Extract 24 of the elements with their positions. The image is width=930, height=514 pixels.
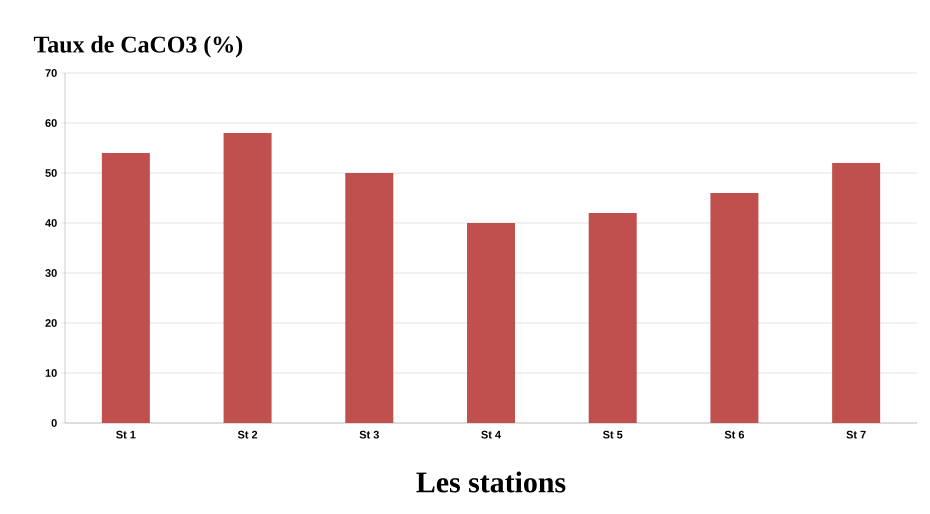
bar: [832, 163, 880, 423]
bar: [710, 193, 758, 423]
y-tick-label: 30: [45, 269, 57, 277]
y-tick-label: 10: [46, 369, 57, 377]
y-tick-label: 0: [52, 419, 57, 427]
x-axis-title: Les stations: [416, 471, 566, 493]
y-axis-title: Taux de CaCO3 (%): [34, 36, 242, 58]
x-tick-label: St 5: [602, 430, 622, 439]
y-tick-label: 70: [46, 69, 57, 77]
bar: [467, 223, 515, 423]
x-tick-label: St 7: [846, 430, 866, 439]
y-tick-label: 50: [45, 169, 57, 177]
bar: [102, 153, 150, 423]
y-tick-label: 40: [45, 219, 57, 227]
y-tick-label: 20: [45, 319, 57, 327]
x-tick-label: St 4: [481, 430, 501, 439]
y-tick-label: 60: [45, 119, 57, 127]
x-tick-label: St 6: [724, 430, 744, 439]
x-tick-label: St 2: [238, 430, 258, 439]
x-tick-label: St 3: [360, 430, 379, 439]
x-tick-label: St 1: [116, 430, 136, 439]
bar: [588, 213, 637, 423]
bar: [224, 133, 272, 423]
bar: [345, 173, 394, 423]
